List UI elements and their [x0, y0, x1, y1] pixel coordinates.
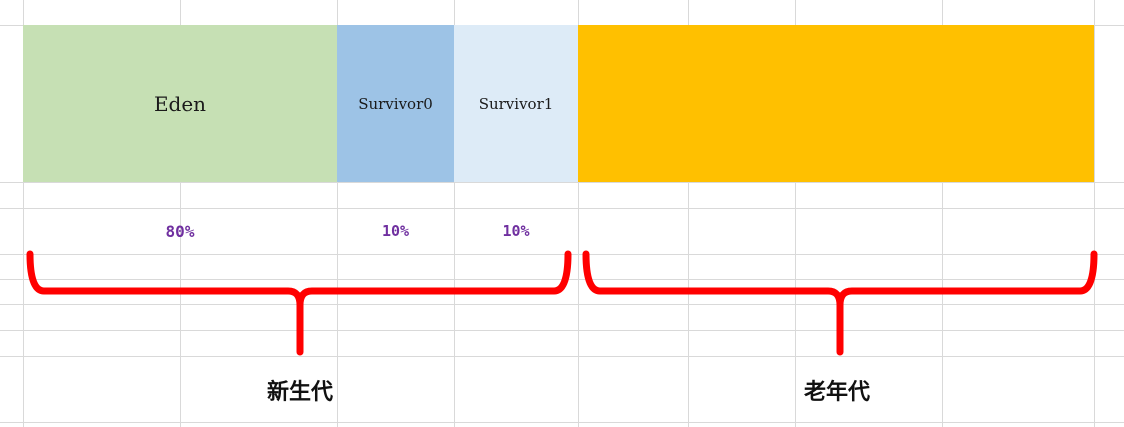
survivor0-percentage: 10%: [381, 222, 410, 240]
young-generation-label: 新生代: [266, 379, 333, 405]
young-generation-brace: [26, 250, 572, 356]
old-generation-brace: [582, 250, 1098, 356]
eden-region: Eden: [23, 25, 337, 182]
eden-percentage: 80%: [165, 222, 195, 241]
survivor1-label: Survivor1: [478, 94, 554, 113]
old-generation-label: 老年代: [803, 379, 870, 405]
old-generation-region: [578, 25, 1094, 182]
survivor1-percentage: 10%: [502, 222, 530, 240]
survivor0-label: Survivor0: [358, 94, 433, 113]
survivor1-region: Survivor1: [454, 25, 578, 182]
eden-label: Eden: [153, 91, 207, 116]
survivor0-region: Survivor0: [337, 25, 454, 182]
